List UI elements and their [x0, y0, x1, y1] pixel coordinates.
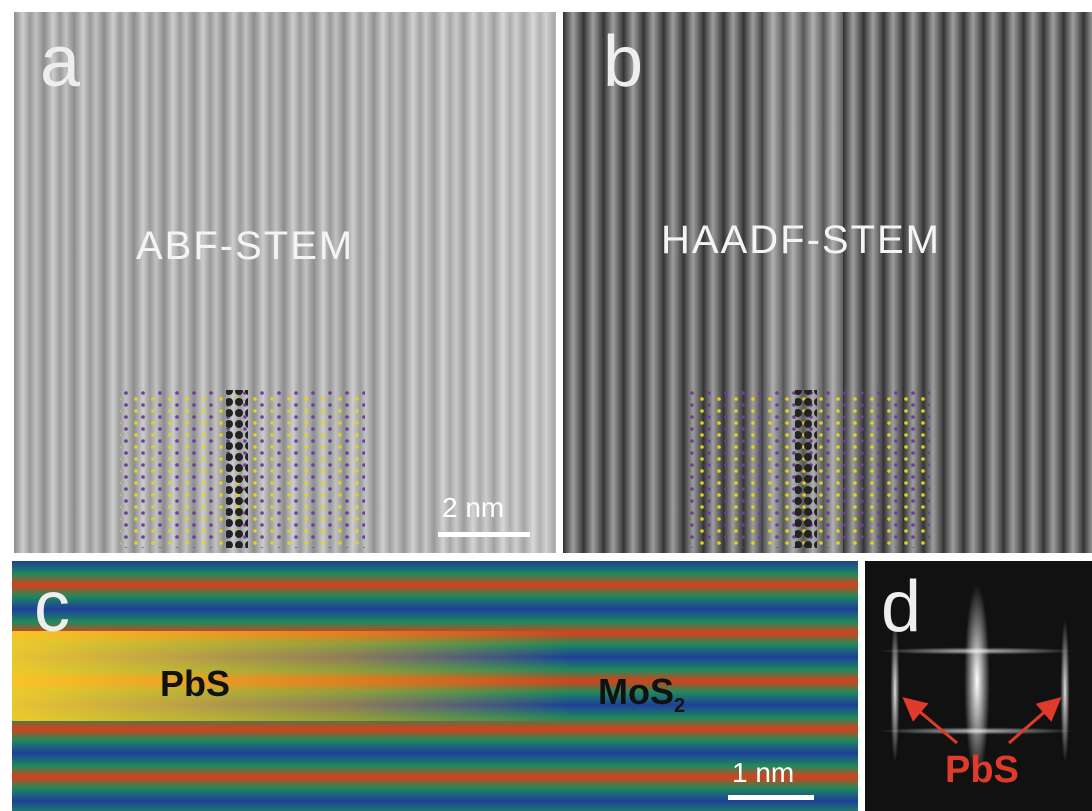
annotation: PbS — [945, 749, 1019, 792]
scale-label: 2 nm — [442, 492, 504, 524]
annotation: PbS — [160, 663, 230, 705]
figure: a ABF-STEM 2 nm b HAADF-STEM c PbS MoS2 … — [0, 0, 1092, 811]
annotation: MoS2 — [598, 671, 685, 718]
panel-label: a — [40, 26, 80, 98]
scale-bar — [728, 795, 814, 800]
annotation-text: MoS — [598, 671, 674, 712]
panel-label: c — [34, 571, 70, 643]
caption: ABF-STEM — [136, 224, 354, 269]
atom-model — [14, 12, 556, 553]
panel-c: c PbS MoS2 1 nm — [12, 561, 858, 811]
scale-label: 1 nm — [732, 757, 794, 789]
panel-b: b HAADF-STEM — [563, 12, 1092, 553]
panel-d: d PbS — [865, 561, 1092, 811]
panel-label: d — [881, 571, 921, 643]
panel-label: b — [603, 26, 643, 98]
shading — [12, 631, 572, 721]
annotation-subscript: 2 — [674, 695, 685, 717]
panel-a: a ABF-STEM 2 nm — [14, 12, 556, 553]
caption: HAADF-STEM — [661, 218, 941, 263]
scale-bar — [438, 532, 530, 537]
